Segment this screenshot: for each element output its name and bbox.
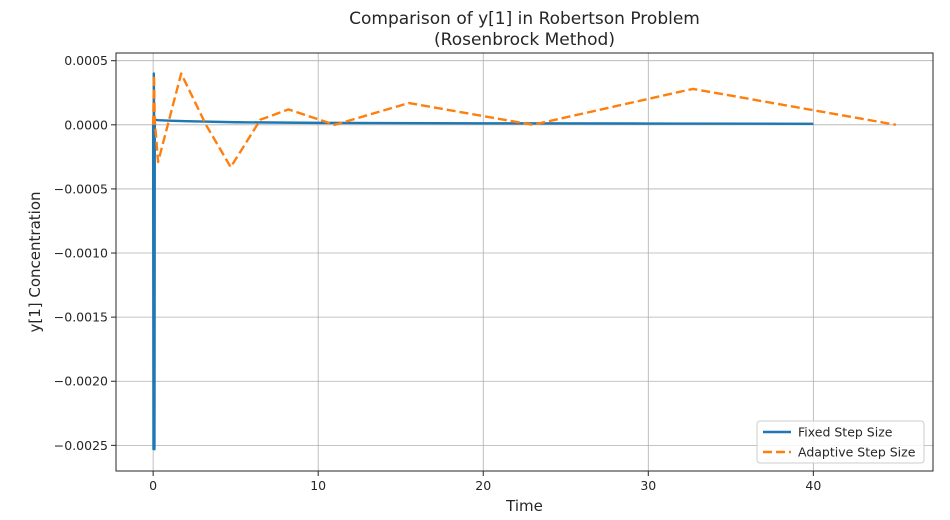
ticks: 0 10 20 30 40 0.0005 0.0000 −0.0005 −0.0010 −0.00… xyxy=(54,53,822,493)
chart-subtitle: (Rosenbrock Method) xyxy=(434,30,615,50)
legend-box xyxy=(756,420,925,464)
legend-label-fixed: Fixed Step Size xyxy=(798,425,893,440)
y-tick-label: 0.0000 xyxy=(64,117,108,132)
x-tick-label: 0 xyxy=(149,478,157,493)
x-tick-label: 20 xyxy=(475,478,491,493)
y-tick-label: −0.0010 xyxy=(54,246,108,261)
x-tick-label: 40 xyxy=(805,478,821,493)
chart-title: Comparison of y[1] in Robertson Problem xyxy=(349,9,700,29)
x-tick-label: 30 xyxy=(640,478,656,493)
y-tick-label: −0.0005 xyxy=(54,181,108,196)
y-tick-label: −0.0020 xyxy=(54,374,108,389)
grid xyxy=(116,53,933,471)
y-tick-label: 0.0005 xyxy=(64,53,108,68)
y-tick-label: −0.0015 xyxy=(54,310,108,325)
legend-label-adaptive: Adaptive Step Size xyxy=(798,445,916,460)
y-axis-label: y[1] Concentration xyxy=(26,191,44,332)
plot-frame xyxy=(115,52,934,472)
series-layer xyxy=(151,72,897,451)
legend: Fixed Step Size Adaptive Step Size xyxy=(756,420,925,464)
x-tick-label: 10 xyxy=(310,478,326,493)
series-line-adaptive xyxy=(151,72,897,169)
y-tick-label: −0.0025 xyxy=(54,438,108,453)
x-axis-label: Time xyxy=(505,497,543,515)
